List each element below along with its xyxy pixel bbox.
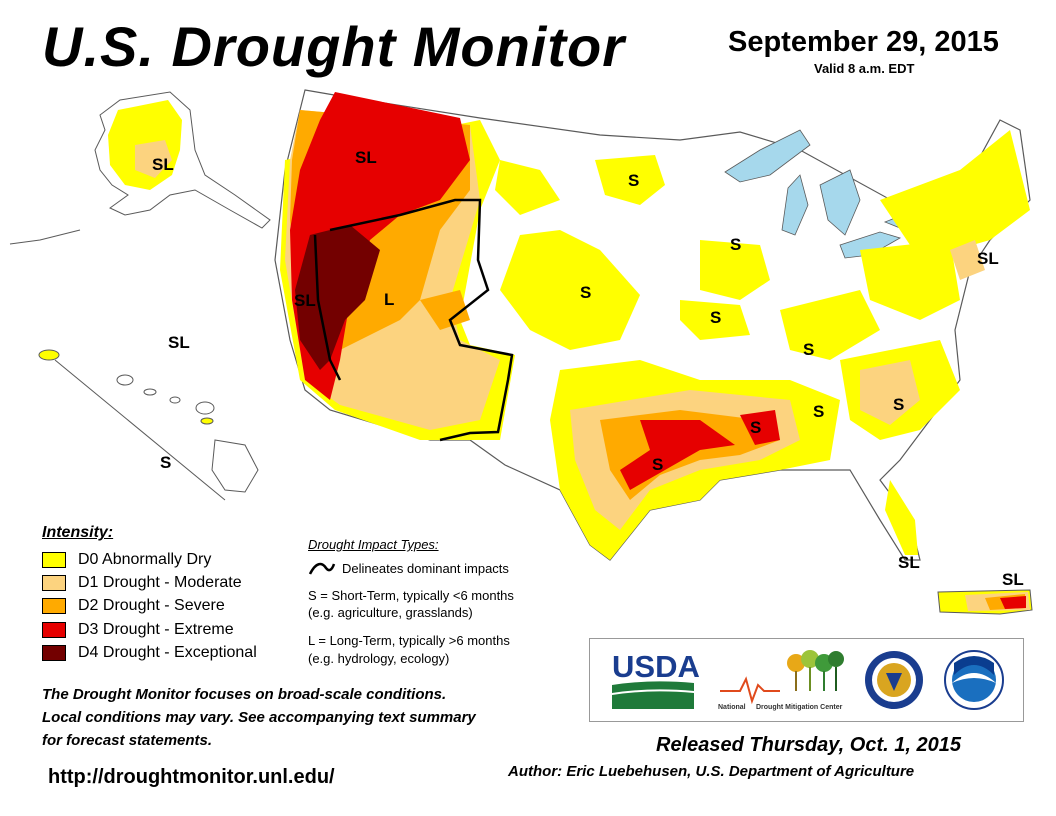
map-label-sl: SL — [152, 155, 174, 174]
author: Author: Eric Luebehusen, U.S. Department… — [508, 763, 915, 780]
boundary-line-icon — [308, 562, 336, 575]
map-label-sl: SL — [355, 148, 377, 167]
legend-item-d4: D4 Drought - Exceptional — [42, 643, 257, 663]
impact-short-term-example: (e.g. agriculture, grasslands) — [308, 605, 473, 620]
map-label-sl: SL — [168, 333, 190, 352]
footnote-line-3: for forecast statements. — [42, 732, 213, 749]
legend-label: D3 Drought - Extreme — [78, 621, 234, 638]
map-label-s: S — [893, 395, 904, 414]
ndmc-logo: National Drought Mitigation Center — [718, 650, 844, 711]
map-label-s: S — [803, 340, 814, 359]
legend-heading: Intensity: — [42, 524, 114, 541]
legend-item-d0: D0 Abnormally Dry — [42, 550, 211, 570]
map-label-sl: SL — [977, 249, 999, 268]
map-label-s: S — [652, 455, 663, 474]
legend-swatch — [42, 598, 66, 614]
map-label-s: S — [160, 453, 171, 472]
legend-swatch — [42, 645, 66, 661]
map-label-sl: SL — [294, 291, 316, 310]
map-label-s: S — [710, 308, 721, 327]
map-label-sl: SL — [1002, 570, 1024, 589]
legend-label: D4 Drought - Exceptional — [78, 644, 257, 661]
legend-label: D2 Drought - Severe — [78, 597, 225, 614]
legend-item-d3: D3 Drought - Extreme — [42, 620, 234, 640]
ndmc-text-1: National — [718, 704, 746, 711]
impact-short-term: S = Short-Term, typically <6 months — [308, 588, 514, 603]
ndmc-text-2: Drought Mitigation Center — [756, 704, 843, 711]
legend-label: D0 Abnormally Dry — [78, 551, 212, 568]
legend-swatch — [42, 552, 66, 568]
legend-label: D1 Drought - Moderate — [78, 574, 242, 591]
impact-delineates: Delineates dominant impacts — [342, 561, 509, 576]
map-label-sl: SL — [898, 553, 920, 572]
map-label-s: S — [580, 283, 591, 302]
map-label-s: S — [813, 402, 824, 421]
alaska-map — [9, 91, 271, 245]
puerto-rico-map — [937, 589, 1033, 615]
conus-map — [274, 89, 1031, 561]
commerce-seal-icon — [865, 651, 923, 709]
legend-item-d1: D1 Drought - Moderate — [42, 573, 242, 593]
impact-long-term-example: (e.g. hydrology, ecology) — [308, 651, 450, 666]
legend-item-d2: D2 Drought - Severe — [42, 596, 225, 616]
usda-text: USDA — [612, 649, 700, 684]
impact-heading: Drought Impact Types: — [308, 537, 439, 552]
legend-swatch — [42, 622, 66, 638]
logos-graphic: USDA National Drought Mitigation Center — [612, 649, 1004, 711]
footnote-line-1: The Drought Monitor focuses on broad-sca… — [42, 686, 447, 703]
map-label-s: S — [750, 418, 761, 437]
map-label-s: S — [628, 171, 639, 190]
release-date: Released Thursday, Oct. 1, 2015 — [656, 734, 961, 756]
noaa-logo-icon — [944, 650, 1004, 710]
footnote-line-2: Local conditions may vary. See accompany… — [42, 709, 476, 726]
usda-logo: USDA — [612, 649, 700, 709]
map-date: September 29, 2015 — [728, 26, 999, 58]
impact-long-term: L = Long-Term, typically >6 months — [308, 633, 510, 648]
page-title: U.S. Drought Monitor — [42, 15, 626, 78]
map-label-s: S — [730, 235, 741, 254]
website-link[interactable]: http://droughtmonitor.unl.edu/ — [48, 766, 335, 788]
legend-swatch — [42, 575, 66, 591]
partner-logos: USDA National Drought Mitigation Center — [589, 638, 1024, 722]
valid-time: Valid 8 a.m. EDT — [814, 61, 915, 76]
hawaii-map — [38, 349, 259, 501]
map-label-l: L — [384, 290, 394, 309]
